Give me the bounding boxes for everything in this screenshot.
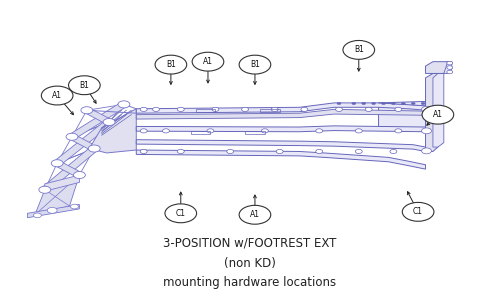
Circle shape (447, 61, 452, 65)
Circle shape (343, 40, 374, 59)
Circle shape (316, 149, 322, 154)
Circle shape (178, 107, 184, 111)
Circle shape (352, 102, 356, 105)
Circle shape (207, 129, 214, 133)
Circle shape (316, 129, 322, 133)
Text: C1: C1 (176, 209, 186, 218)
Polygon shape (54, 120, 112, 165)
Circle shape (422, 148, 432, 154)
Polygon shape (136, 126, 426, 132)
Circle shape (382, 102, 386, 105)
Polygon shape (136, 103, 426, 113)
Circle shape (178, 149, 184, 154)
Polygon shape (136, 150, 426, 169)
Circle shape (447, 66, 452, 69)
Text: 3-POSITION w/FOOTREST EXT: 3-POSITION w/FOOTREST EXT (164, 236, 336, 249)
Circle shape (362, 102, 366, 105)
Circle shape (140, 149, 147, 154)
Circle shape (140, 107, 147, 111)
Polygon shape (68, 103, 127, 139)
Circle shape (165, 204, 196, 223)
Text: A1: A1 (433, 110, 443, 119)
Circle shape (140, 129, 147, 133)
Circle shape (103, 118, 115, 126)
Circle shape (276, 149, 283, 154)
Polygon shape (426, 62, 448, 74)
Text: mounting hardware locations: mounting hardware locations (164, 276, 336, 289)
Polygon shape (54, 161, 82, 177)
Polygon shape (90, 109, 136, 153)
Polygon shape (426, 74, 438, 152)
Circle shape (242, 107, 248, 111)
Circle shape (70, 204, 78, 209)
Circle shape (118, 101, 130, 108)
Text: C1: C1 (413, 207, 423, 216)
Text: B1: B1 (354, 45, 364, 54)
Circle shape (356, 129, 362, 133)
Circle shape (81, 107, 93, 114)
Polygon shape (28, 205, 80, 218)
Circle shape (390, 149, 397, 154)
Text: B1: B1 (166, 60, 176, 69)
Polygon shape (41, 147, 98, 191)
Polygon shape (45, 175, 80, 191)
Circle shape (74, 172, 86, 178)
Circle shape (68, 76, 100, 94)
Circle shape (34, 213, 42, 218)
Circle shape (162, 129, 170, 133)
Circle shape (262, 129, 268, 133)
Text: (non KD): (non KD) (224, 257, 276, 270)
Circle shape (356, 149, 362, 154)
Circle shape (272, 107, 278, 111)
Circle shape (392, 102, 396, 105)
Circle shape (365, 107, 372, 111)
Text: B1: B1 (250, 60, 260, 69)
Polygon shape (444, 62, 452, 74)
Circle shape (48, 207, 57, 213)
Circle shape (402, 202, 434, 221)
Circle shape (447, 70, 452, 74)
Circle shape (66, 133, 78, 140)
Circle shape (239, 55, 271, 74)
Circle shape (337, 102, 341, 105)
Circle shape (422, 105, 454, 124)
Circle shape (42, 86, 73, 105)
Text: A1: A1 (52, 91, 62, 100)
Circle shape (239, 206, 271, 224)
Text: A1: A1 (250, 210, 260, 219)
Circle shape (88, 145, 100, 152)
Text: B1: B1 (80, 81, 90, 90)
Polygon shape (136, 110, 426, 119)
Circle shape (421, 102, 425, 105)
Circle shape (422, 106, 432, 112)
Circle shape (227, 149, 234, 154)
Circle shape (192, 52, 224, 71)
Text: A1: A1 (203, 57, 213, 66)
Circle shape (336, 107, 342, 111)
Polygon shape (378, 85, 433, 132)
Circle shape (51, 160, 63, 167)
Circle shape (152, 107, 160, 111)
Polygon shape (433, 74, 444, 147)
Circle shape (411, 102, 415, 105)
Circle shape (372, 102, 376, 105)
Polygon shape (69, 135, 97, 151)
Circle shape (301, 107, 308, 111)
Circle shape (395, 129, 402, 133)
Circle shape (39, 186, 50, 193)
Polygon shape (35, 175, 80, 215)
Polygon shape (378, 81, 433, 106)
Circle shape (212, 107, 219, 111)
Polygon shape (84, 108, 112, 124)
Circle shape (402, 102, 406, 105)
Circle shape (395, 107, 402, 111)
Circle shape (422, 128, 432, 134)
Polygon shape (136, 140, 426, 152)
Circle shape (155, 55, 186, 74)
